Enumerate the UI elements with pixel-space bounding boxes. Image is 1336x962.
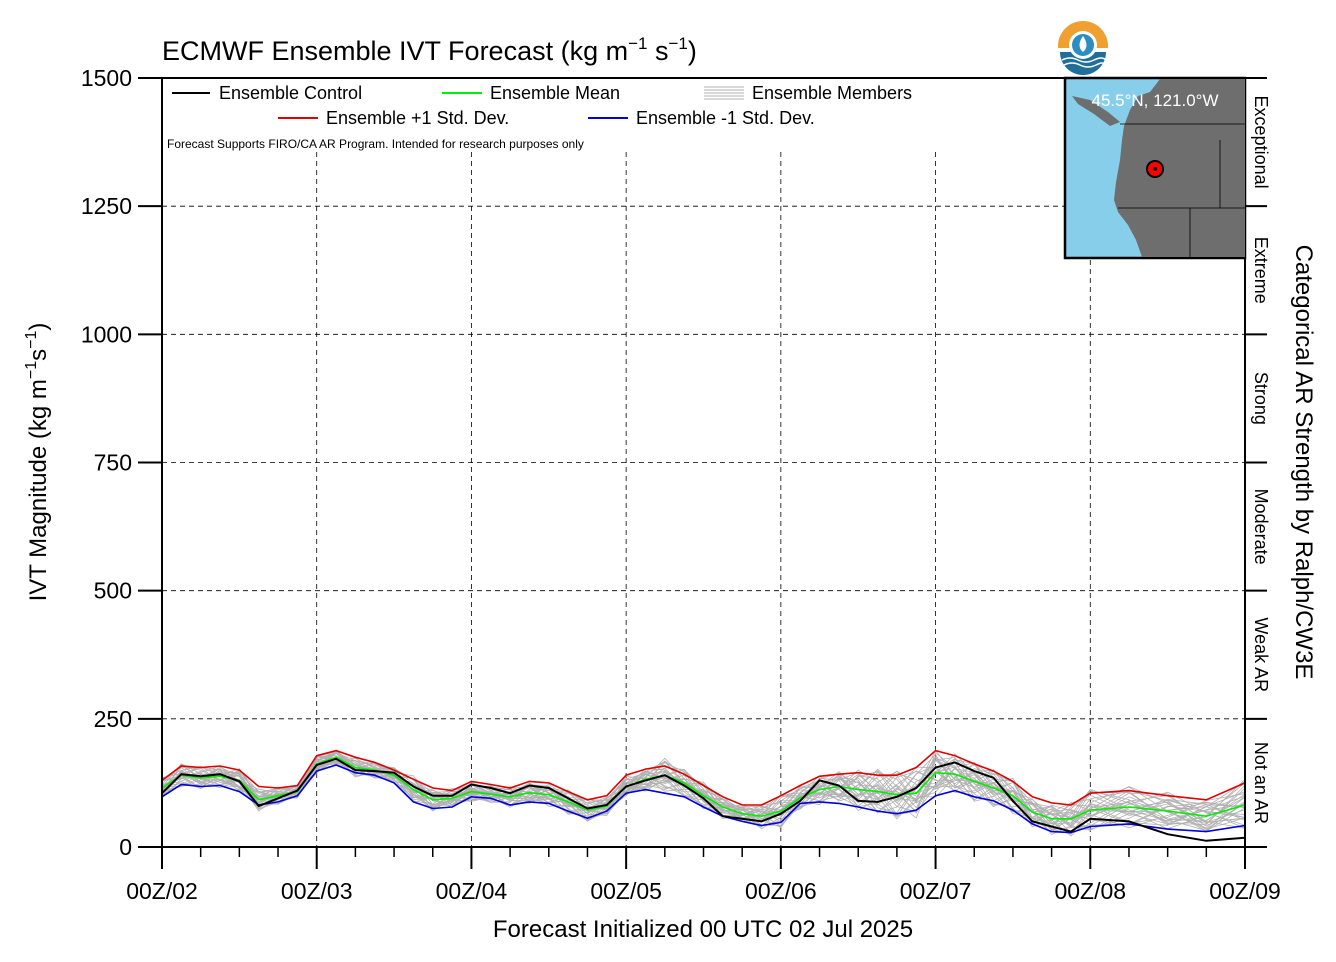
y-tick-label: 1000 bbox=[81, 321, 132, 347]
legend-members-label: Ensemble Members bbox=[752, 83, 912, 103]
x-tick-label: 00Z/08 bbox=[1054, 878, 1126, 904]
series-plus-line bbox=[161, 749, 1246, 806]
y-tick-label: 1250 bbox=[81, 193, 132, 219]
series-layer bbox=[161, 749, 1246, 842]
vancouver-island bbox=[1072, 96, 1120, 126]
x-tick-label: 00Z/03 bbox=[281, 878, 353, 904]
series-minus-line bbox=[161, 764, 1246, 834]
category-label: Moderate bbox=[1251, 489, 1271, 565]
state-borders bbox=[1118, 123, 1245, 257]
series-control-line bbox=[161, 757, 1246, 842]
cw3e-logo-icon bbox=[1058, 21, 1108, 75]
axes-layer: 0 250 500 750 1000 1250 1500 00Z/02 00Z/03 00Z/04… bbox=[81, 65, 1281, 904]
ensemble-member-line bbox=[161, 752, 1246, 837]
category-label: Exceptional bbox=[1251, 96, 1271, 189]
right-axis-label: Categorical AR Strength by Ralph/CW3E bbox=[1290, 245, 1317, 680]
y-tick-label: 250 bbox=[94, 706, 132, 732]
x-tick-label: 00Z/06 bbox=[745, 878, 817, 904]
legend-plus-label: Ensemble +1 Std. Dev. bbox=[326, 108, 509, 128]
y-axis-label: IVT Magnitude (kg m−1s−1) bbox=[23, 323, 52, 602]
category-layer: Not an AR Weak AR Moderate Strong Extreme Exc… bbox=[1245, 77, 1271, 848]
category-label: Extreme bbox=[1251, 237, 1271, 304]
category-label: Weak AR bbox=[1251, 617, 1271, 692]
y-tick-label: 750 bbox=[94, 450, 132, 476]
ensemble-member-line bbox=[161, 755, 1246, 830]
y-tick-label: 500 bbox=[94, 578, 132, 604]
y-tick-label: 1500 bbox=[81, 65, 132, 91]
disclaimer-note: Forecast Supports FIRO/CA AR Program. In… bbox=[167, 137, 584, 151]
x-tick-label: 00Z/05 bbox=[590, 878, 662, 904]
legend-members-swatch bbox=[704, 86, 744, 100]
location-map-inset: 45.5°N, 121.0°W bbox=[1063, 76, 1247, 260]
category-label: Strong bbox=[1251, 372, 1271, 425]
x-axis-label: Forecast Initialized 00 UTC 02 Jul 2025 bbox=[493, 916, 913, 943]
x-tick-label: 00Z/09 bbox=[1209, 878, 1281, 904]
x-tick-label: 00Z/07 bbox=[900, 878, 972, 904]
legend-minus-label: Ensemble -1 Std. Dev. bbox=[636, 108, 815, 128]
y-tick-label: 0 bbox=[119, 834, 132, 860]
legend-control-label: Ensemble Control bbox=[219, 83, 362, 103]
land-mass bbox=[1114, 79, 1245, 257]
map-coordinates-label: 45.5°N, 121.0°W bbox=[1092, 91, 1219, 110]
ensemble-member-line bbox=[161, 751, 1246, 826]
x-tick-label: 00Z/04 bbox=[436, 878, 508, 904]
category-label: Not an AR bbox=[1251, 742, 1271, 824]
x-tick-label: 00Z/02 bbox=[126, 878, 198, 904]
legend: Ensemble Control Ensemble Mean Ensemble … bbox=[167, 83, 912, 151]
chart-title: ECMWF Ensemble IVT Forecast (kg m−1 s−1) bbox=[162, 34, 697, 66]
ensemble-member-line bbox=[161, 753, 1246, 832]
legend-mean-label: Ensemble Mean bbox=[490, 83, 620, 103]
